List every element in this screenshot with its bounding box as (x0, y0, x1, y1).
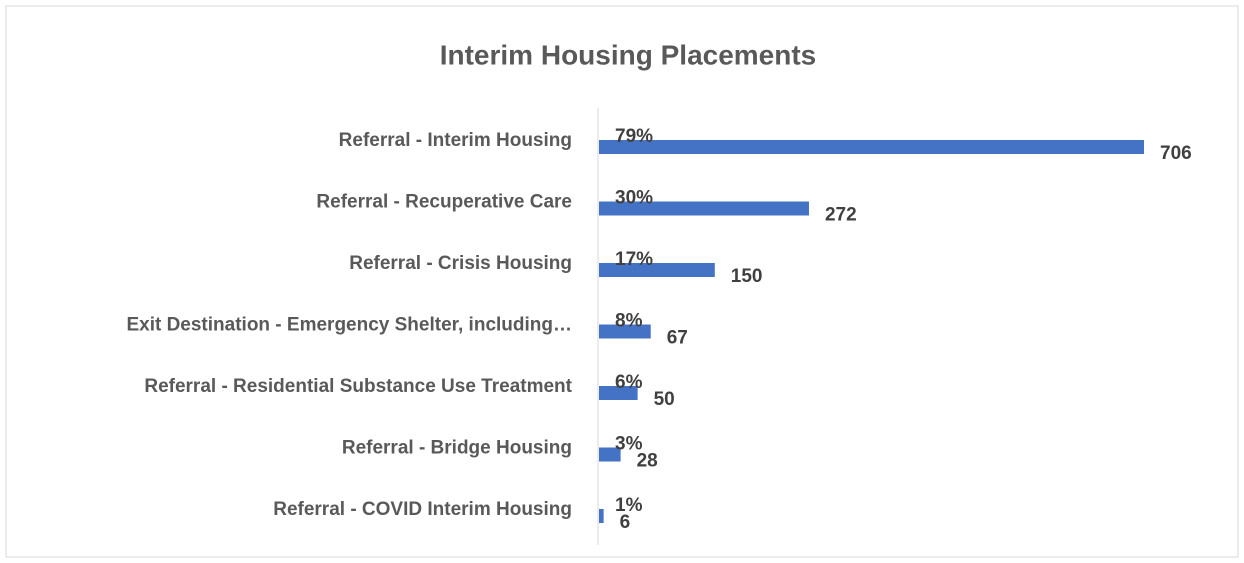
bar (599, 386, 638, 400)
chart-title: Interim Housing Placements (440, 39, 817, 70)
percent-label: 17% (615, 249, 653, 270)
percent-label: 3% (615, 434, 643, 455)
percent-label: 30% (615, 188, 653, 209)
bar (599, 140, 1144, 154)
value-label: 706 (1160, 143, 1192, 164)
bar (599, 509, 604, 523)
category-label: Referral - Recuperative Care (316, 192, 572, 213)
percent-label: 6% (615, 372, 643, 393)
category-label: Referral - Residential Substance Use Tre… (144, 376, 572, 397)
category-label: Referral - Crisis Housing (349, 253, 572, 274)
chart-border (5, 5, 1239, 558)
percent-label: 1% (615, 495, 643, 516)
bar (599, 324, 651, 339)
bar (599, 447, 621, 462)
value-label: 28 (637, 451, 658, 472)
value-label: 67 (667, 328, 688, 349)
value-label: 6 (620, 512, 631, 533)
bar (599, 263, 715, 277)
percent-label: 8% (615, 311, 643, 332)
percent-label: 79% (615, 126, 653, 147)
value-label: 150 (731, 266, 763, 287)
bar (599, 201, 809, 216)
category-label: Referral - Bridge Housing (342, 438, 572, 459)
category-label: Referral - Interim Housing (339, 130, 572, 151)
value-label: 272 (825, 205, 857, 226)
category-label: Referral - COVID Interim Housing (273, 499, 572, 520)
category-label: Exit Destination - Emergency Shelter, in… (126, 315, 572, 336)
value-label: 50 (654, 389, 675, 410)
